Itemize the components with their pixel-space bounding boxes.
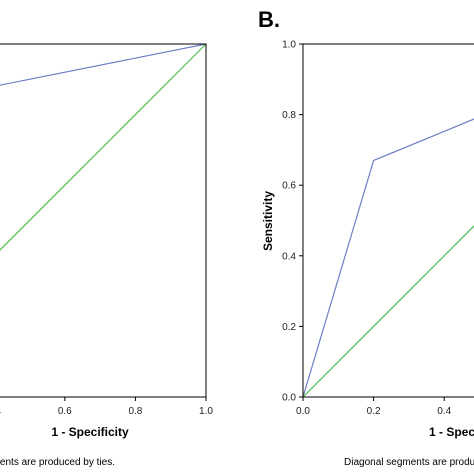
panel-a: 0.4 0.6 0.8 1.0 1 - Specificity Diagonal se… <box>0 43 213 468</box>
panel-a-series-line-1 <box>0 43 207 86</box>
panel-b-y-tick-label: 0.4 <box>282 251 296 262</box>
panel-b-y-tick-label: 0.8 <box>282 110 296 121</box>
panel-b-y-tick-label: 1.0 <box>282 40 296 51</box>
panel-b-letter: B. <box>258 7 280 32</box>
panel-b-footnote: Diagonal segments are produced by ties. <box>344 457 474 468</box>
panel-a-x-tick-label: 0.4 <box>0 406 2 417</box>
panel-b: B. 0.0 0.2 0.4 0.0 0.2 0.4 0.6 0.8 1.0 Sensitiv… <box>258 7 474 468</box>
panel-a-frame <box>0 43 207 398</box>
panel-b-frame <box>302 43 474 398</box>
panel-b-y-tick-label: 0.6 <box>282 181 296 192</box>
panel-b-x-tick-label: 0.4 <box>437 406 451 417</box>
panel-b-series-line-1 <box>302 118 474 398</box>
panel-b-y-tick-label: 0.2 <box>282 322 296 333</box>
panel-a-x-axis-label: 1 - Specificity <box>51 425 129 439</box>
panel-b-y-tick-label: 0.0 <box>282 393 296 404</box>
panel-b-series-line-2 <box>302 225 474 398</box>
panel-b-x-tick-label: 0.2 <box>367 406 381 417</box>
panel-b-x-tick-label: 0.0 <box>296 406 310 417</box>
panel-a-x-tick-label: 0.8 <box>128 406 142 417</box>
panel-a-x-tick-label: 0.6 <box>58 406 72 417</box>
panel-b-x-axis-label: 1 - Specificity <box>429 425 474 439</box>
panel-a-footnote: Diagonal segments are produced by ties. <box>0 457 115 468</box>
panel-a-series-line-2 <box>0 43 207 251</box>
panel-a-x-tick-label: 1.0 <box>199 406 213 417</box>
panel-b-y-axis-label: Sensitivity <box>261 191 275 251</box>
